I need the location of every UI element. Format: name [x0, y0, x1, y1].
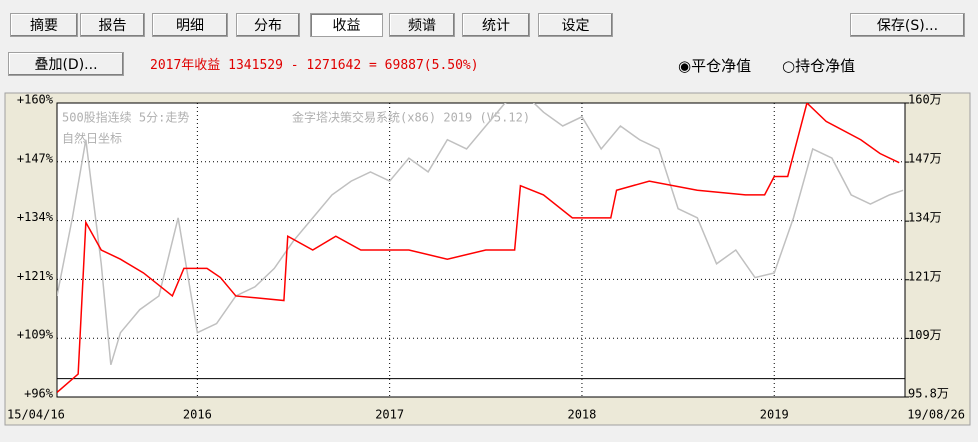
x-tick-label: 2018 [567, 408, 596, 422]
plot-area [56, 102, 906, 398]
tab[interactable]: 摘要 [10, 13, 78, 37]
y-tick-label: +96% [24, 387, 54, 401]
series-line [57, 103, 900, 393]
y2-tick-label: 134万 [908, 211, 942, 225]
annotation: 500股指连续 5分:走势 [62, 110, 189, 125]
y-tick-label: +147% [17, 151, 54, 165]
radio-option[interactable]: ◉平仓净值 [678, 55, 751, 76]
x-tick-label: 2016 [183, 408, 212, 422]
y-tick-label: +160% [17, 93, 54, 107]
tab[interactable]: 频谱 [389, 13, 455, 37]
summary: 2017年收益 1341529 - 1271642 = 69887(5.50%) [150, 58, 479, 73]
x-tick-label: 19/08/26 [907, 408, 965, 422]
tab[interactable]: 统计 [462, 13, 530, 37]
radio-option[interactable]: ○持仓净值 [782, 55, 855, 76]
tab[interactable]: 明细 [152, 13, 228, 37]
annotation: 自然日坐标 [62, 131, 122, 146]
x-tick-label: 15/04/16 [7, 408, 65, 422]
y2-tick-label: 147万 [908, 152, 942, 166]
y-tick-label: +134% [17, 210, 54, 224]
x-tick-label: 2019 [760, 408, 789, 422]
save-button[interactable]: 保存(S)... [850, 13, 965, 37]
tab[interactable]: 分布 [236, 13, 300, 37]
series-line [57, 103, 904, 366]
y2-tick-label: 121万 [908, 269, 942, 283]
tab[interactable]: 收益 [310, 13, 383, 37]
radio-dot[interactable]: ○ [782, 57, 796, 75]
y-tick-label: +109% [17, 328, 54, 342]
radio-dot[interactable]: ◉ [678, 57, 692, 75]
radio-label: 持仓净值 [795, 57, 856, 75]
x-tick-label: 2017 [375, 408, 404, 422]
tab[interactable]: 报告 [80, 13, 145, 37]
overlay-button[interactable]: 叠加(D)... [8, 52, 124, 76]
y2-tick-label: 95.8万 [908, 387, 949, 401]
radio-label: 平仓净值 [691, 57, 752, 75]
y2-tick-label: 109万 [908, 328, 942, 342]
y-tick-label: +121% [17, 269, 54, 283]
tab[interactable]: 设定 [538, 13, 613, 37]
y2-tick-label: 160万 [908, 93, 942, 107]
annotation: 金字塔决策交易系统(x86) 2019 (V5.12) [292, 110, 530, 125]
